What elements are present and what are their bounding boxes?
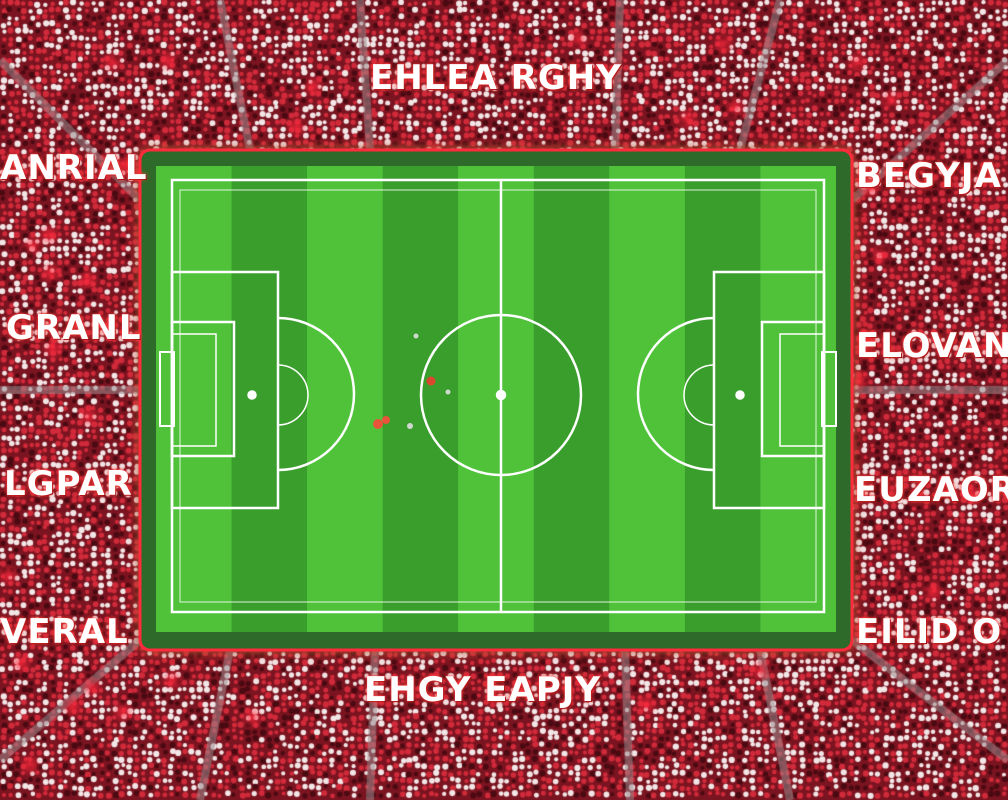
pitch-stripe	[458, 166, 534, 632]
stand-label-left-2: GRANL	[6, 308, 142, 348]
stand-label-right-3: EUZAOR	[854, 470, 1008, 510]
right-penalty-spot	[735, 390, 745, 400]
stand-label-right-2: ELOVAN	[856, 326, 1008, 366]
player-marker	[413, 333, 419, 339]
left-penalty-spot	[247, 390, 257, 400]
player-marker	[407, 423, 413, 429]
left-penalty-semicircle	[277, 364, 309, 426]
player-marker	[382, 416, 390, 424]
right-goal	[821, 351, 837, 427]
pitch-stripe	[307, 166, 383, 632]
pitch-stripe	[231, 166, 308, 632]
player-marker	[445, 389, 451, 395]
stand-label-bottom: EHGY EAPJY	[364, 670, 602, 710]
pitch-markings	[159, 178, 837, 614]
stand-label-top: EHLEA RGHY	[370, 58, 622, 98]
players	[373, 333, 451, 429]
pitch-stripe	[684, 166, 761, 632]
left-goal-box-inner	[171, 333, 217, 447]
pitch-stripe	[609, 166, 685, 632]
left-goal	[159, 351, 175, 427]
inner-boundary	[179, 189, 817, 603]
stand-label-left-1: ANRIAL	[0, 148, 148, 188]
pitch-stripe	[156, 166, 232, 632]
right-goal-box-inner	[779, 333, 825, 447]
right-penalty-arc	[636, 316, 715, 472]
stand-label-right-1: BEGYJA	[856, 156, 1002, 196]
center-circle	[419, 313, 583, 477]
stand-label-right-4: EILID O	[856, 612, 1003, 652]
pitch-stripes	[156, 166, 836, 632]
stand-label-left-3: LGPAR	[4, 464, 133, 504]
pitch-stripe	[533, 166, 610, 632]
left-penalty-arc	[277, 316, 356, 472]
stand-label-left-4: VERAL	[0, 612, 129, 652]
player-marker	[373, 419, 383, 429]
player-marker	[426, 376, 436, 386]
center-spot	[495, 389, 507, 401]
right-penalty-semicircle	[683, 364, 715, 426]
